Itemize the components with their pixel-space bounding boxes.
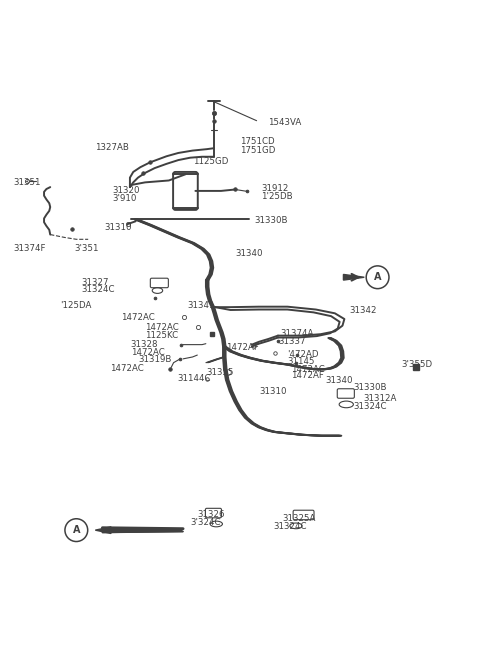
Text: 31324C: 31324C bbox=[81, 285, 115, 294]
Text: 31337: 31337 bbox=[278, 337, 305, 346]
Text: 31912: 31912 bbox=[261, 183, 289, 193]
Text: 3'324C: 3'324C bbox=[190, 518, 221, 526]
Text: 31328: 31328 bbox=[131, 340, 158, 349]
Text: 1543VA: 1543VA bbox=[268, 118, 302, 127]
Text: 31326: 31326 bbox=[197, 510, 225, 519]
Text: 31320: 31320 bbox=[112, 187, 139, 195]
Text: 1751CD: 1751CD bbox=[240, 137, 275, 146]
Text: 1472AF: 1472AF bbox=[291, 371, 324, 380]
Text: 31330B: 31330B bbox=[354, 383, 387, 392]
Text: 1472AF: 1472AF bbox=[226, 343, 259, 352]
Text: 31324C: 31324C bbox=[354, 402, 387, 411]
Text: 1125KC: 1125KC bbox=[145, 330, 178, 340]
Text: A: A bbox=[374, 272, 381, 283]
Text: 31351: 31351 bbox=[13, 178, 41, 187]
Text: 31310: 31310 bbox=[259, 386, 287, 396]
Text: 31310: 31310 bbox=[105, 223, 132, 233]
Polygon shape bbox=[102, 528, 183, 533]
Text: '125DA: '125DA bbox=[60, 301, 91, 310]
Text: 1'25DB: 1'25DB bbox=[261, 192, 293, 201]
Text: 31324C: 31324C bbox=[273, 522, 307, 531]
Text: 31340: 31340 bbox=[235, 249, 263, 258]
Text: 31330B: 31330B bbox=[254, 216, 288, 225]
Text: 3'910: 3'910 bbox=[112, 194, 136, 203]
Text: 31341: 31341 bbox=[188, 301, 216, 310]
Text: 1751GD: 1751GD bbox=[240, 146, 276, 154]
Text: 1472AC: 1472AC bbox=[145, 323, 179, 332]
Text: 1125GD: 1125GD bbox=[192, 157, 228, 166]
Text: 31312A: 31312A bbox=[363, 394, 397, 403]
Text: 1472AC: 1472AC bbox=[109, 364, 143, 373]
Text: 31327: 31327 bbox=[81, 277, 108, 286]
Text: 1327AB: 1327AB bbox=[96, 143, 129, 152]
Text: 31145: 31145 bbox=[288, 357, 315, 366]
Text: 31144C: 31144C bbox=[178, 374, 211, 383]
Text: 31374F: 31374F bbox=[13, 244, 46, 254]
Text: 1472AC: 1472AC bbox=[291, 365, 325, 374]
Text: 3'351: 3'351 bbox=[74, 244, 98, 254]
Text: 1472AC: 1472AC bbox=[121, 313, 155, 322]
Text: 31374A: 31374A bbox=[280, 328, 314, 338]
Text: 31319B: 31319B bbox=[138, 355, 171, 365]
Text: 3'355D: 3'355D bbox=[401, 360, 432, 369]
Text: 31342: 31342 bbox=[349, 306, 377, 315]
Text: '472AD: '472AD bbox=[288, 350, 319, 359]
Text: 1472AC: 1472AC bbox=[131, 348, 165, 357]
Text: 31355: 31355 bbox=[207, 368, 234, 376]
Polygon shape bbox=[96, 527, 111, 533]
Text: 31325A: 31325A bbox=[283, 514, 316, 523]
Polygon shape bbox=[343, 275, 364, 280]
Text: 31340: 31340 bbox=[325, 376, 353, 385]
Text: A: A bbox=[72, 525, 80, 535]
